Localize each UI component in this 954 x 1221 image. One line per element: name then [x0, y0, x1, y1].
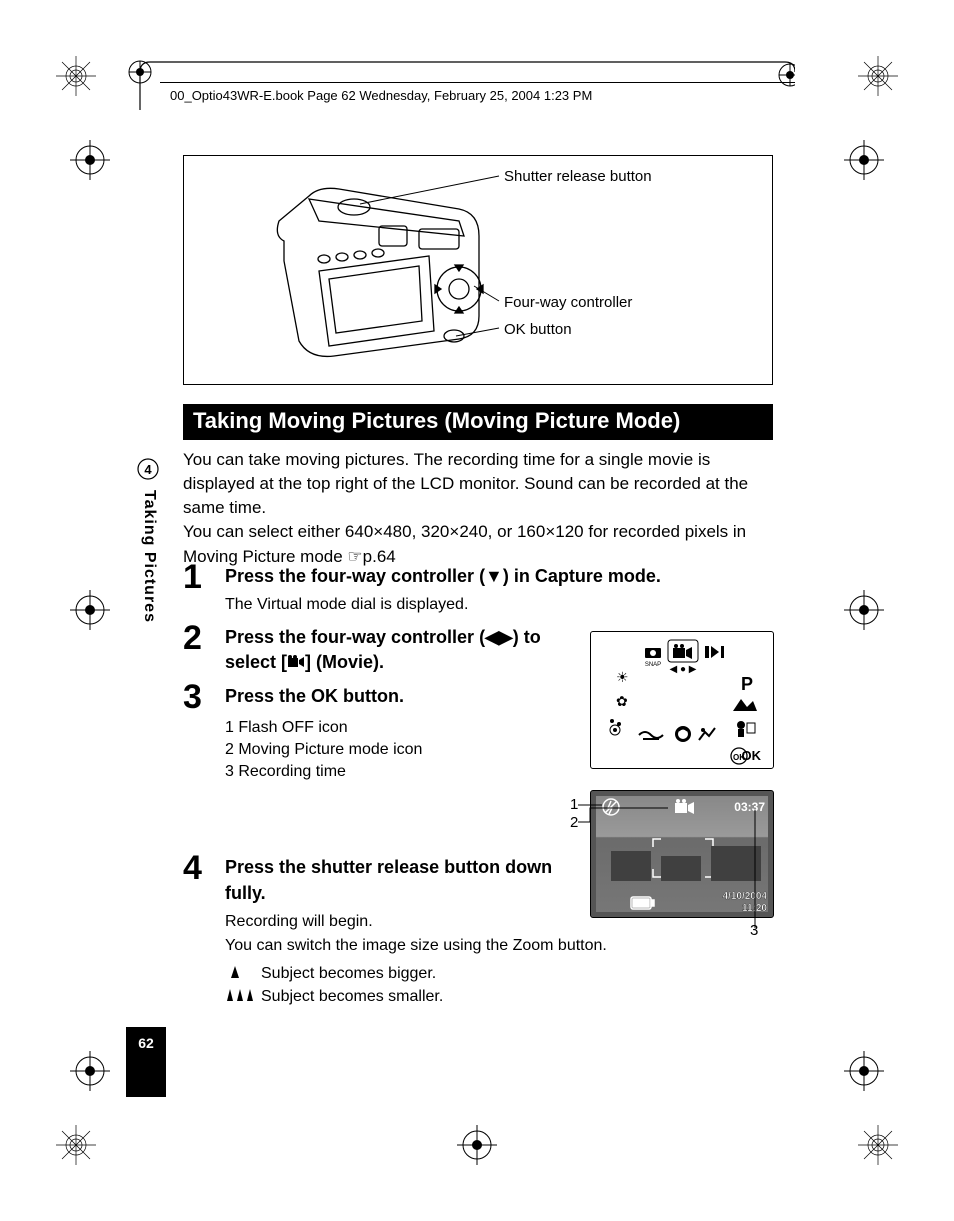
print-burst-br	[856, 1123, 900, 1167]
callout-num-1: 1	[570, 796, 578, 813]
print-burst-tr	[856, 54, 900, 98]
step-2-num: 2	[183, 621, 225, 655]
callout-ok: OK button	[504, 321, 572, 338]
reg-mark-bc	[457, 1125, 497, 1165]
reg-mark-r3	[844, 1051, 884, 1091]
reg-mark-r2	[844, 590, 884, 630]
svg-text:✿: ✿	[616, 693, 628, 709]
step-3-title: Press the OK button.	[225, 684, 585, 709]
callout-fourway: Four-way controller	[504, 294, 632, 311]
section-heading: Taking Moving Pictures (Moving Picture M…	[183, 404, 773, 440]
print-burst-tl	[54, 54, 98, 98]
svg-text:☀: ☀	[616, 669, 629, 685]
svg-text:◀ ● ▶: ◀ ● ▶	[670, 664, 697, 675]
step-1: 1 Press the four-way controller (▼) in C…	[183, 564, 773, 617]
zoom-out-row: Subject becomes smaller.	[225, 987, 773, 1008]
step-4-num: 4	[183, 851, 225, 885]
step-4-title: Press the shutter release button down fu…	[225, 855, 565, 905]
camera-diagram-box: Shutter release button Four-way controll…	[183, 155, 773, 385]
reg-mark-l1	[70, 140, 110, 180]
svg-text:4: 4	[144, 462, 152, 477]
zoom-in-row Item: Subject becomes bigger.	[225, 964, 773, 985]
intro-p2: You can select either 640×480, 320×240, …	[183, 520, 773, 568]
reg-mark-l3	[70, 1051, 110, 1091]
step-3-num: 3	[183, 680, 225, 714]
reg-mark-r1	[844, 140, 884, 180]
zoom-list: Subject becomes bigger. Subject becomes …	[225, 964, 773, 1008]
chapter-number-icon: 4	[137, 458, 159, 480]
svg-text:SNAP: SNAP	[645, 662, 661, 668]
movie-icon	[287, 651, 305, 676]
print-burst-bl	[54, 1123, 98, 1167]
step-1-desc: The Virtual mode dial is displayed.	[225, 593, 773, 617]
callout-num-3: 3	[750, 922, 758, 939]
svg-text:P: P	[741, 674, 753, 694]
ref-icon: ☞	[347, 547, 362, 566]
callout-shutter: Shutter release button	[504, 168, 652, 185]
header-rule	[160, 82, 795, 83]
side-tab-label: Taking Pictures	[140, 490, 158, 623]
intro-p1: You can take moving pictures. The record…	[183, 448, 773, 520]
zoom-tele-icon	[225, 964, 261, 985]
step-1-title: Press the four-way controller (▼) in Cap…	[225, 564, 773, 589]
zoom-in-text: Subject becomes bigger.	[261, 965, 436, 983]
callout-lines	[184, 156, 774, 386]
callout-num-2: 2	[570, 814, 578, 831]
step-2-title: Press the four-way controller (◀▶) to se…	[225, 625, 585, 676]
step-1-num: 1	[183, 560, 225, 594]
lcd-mode-dial-figure: SNAP ◀ ● ▶ ☀ ✿ P OK OK	[590, 631, 774, 769]
reg-mark-l2	[70, 590, 110, 630]
page-number: 62	[126, 1027, 166, 1097]
header-text: 00_Optio43WR-E.book Page 62 Wednesday, F…	[170, 88, 592, 103]
intro-text: You can take moving pictures. The record…	[183, 448, 773, 569]
zoom-wide-icon	[225, 987, 261, 1008]
lcd2-callout-lines	[560, 790, 790, 940]
svg-text:OK: OK	[742, 748, 762, 763]
zoom-out-text: Subject becomes smaller.	[261, 988, 443, 1006]
